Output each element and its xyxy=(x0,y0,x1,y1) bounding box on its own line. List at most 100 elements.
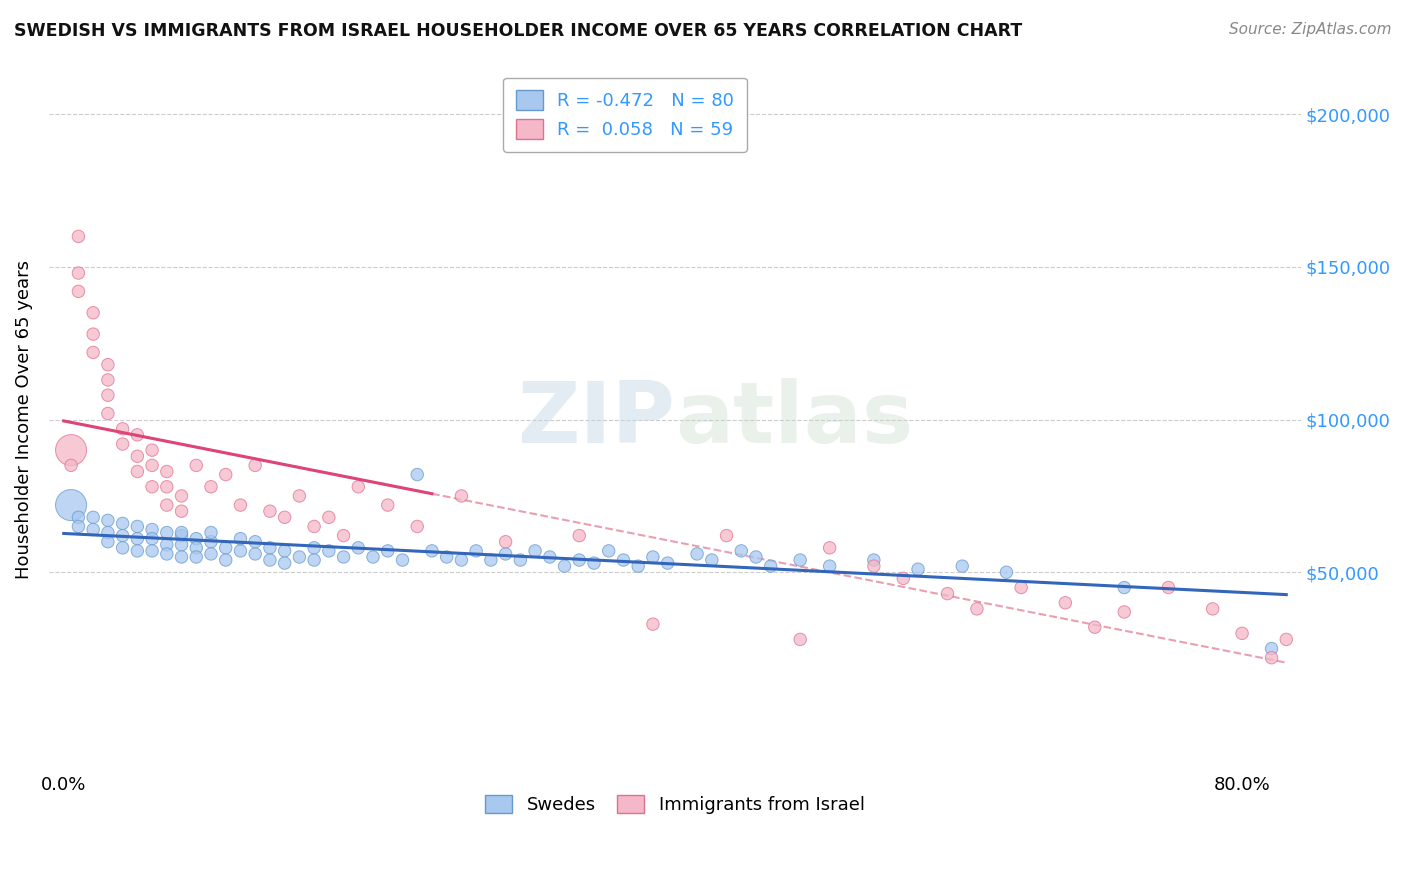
Point xyxy=(259,553,281,567)
Point xyxy=(141,544,163,558)
Point xyxy=(97,388,120,402)
Point xyxy=(332,528,354,542)
Point xyxy=(200,480,222,494)
Point xyxy=(97,534,120,549)
Point xyxy=(60,458,83,473)
Point xyxy=(245,547,267,561)
Point xyxy=(657,556,679,570)
Point xyxy=(391,553,413,567)
Point xyxy=(686,547,709,561)
Point xyxy=(156,465,179,479)
Point xyxy=(170,549,193,564)
Point xyxy=(156,538,179,552)
Point xyxy=(568,528,591,542)
Point xyxy=(509,553,531,567)
Point xyxy=(495,547,517,561)
Point xyxy=(1084,620,1107,634)
Point xyxy=(67,229,90,244)
Point xyxy=(67,510,90,524)
Point xyxy=(891,571,914,585)
Point xyxy=(554,559,576,574)
Point xyxy=(641,617,664,632)
Point xyxy=(1114,605,1136,619)
Point xyxy=(67,285,90,299)
Point xyxy=(82,510,104,524)
Point xyxy=(127,519,149,533)
Point xyxy=(111,516,134,531)
Point xyxy=(259,504,281,518)
Point xyxy=(273,544,295,558)
Point xyxy=(215,467,238,482)
Point xyxy=(97,525,120,540)
Point xyxy=(141,443,163,458)
Point xyxy=(127,532,149,546)
Point xyxy=(111,528,134,542)
Point xyxy=(966,602,988,616)
Point xyxy=(1054,596,1077,610)
Point xyxy=(716,528,738,542)
Point xyxy=(141,532,163,546)
Point xyxy=(273,556,295,570)
Point xyxy=(598,544,620,558)
Point xyxy=(156,547,179,561)
Point xyxy=(495,534,517,549)
Point xyxy=(436,549,458,564)
Point xyxy=(200,547,222,561)
Point xyxy=(524,544,547,558)
Point xyxy=(377,544,399,558)
Point xyxy=(245,458,267,473)
Point xyxy=(245,534,267,549)
Point xyxy=(273,510,295,524)
Point xyxy=(170,489,193,503)
Text: atlas: atlas xyxy=(675,378,914,461)
Point xyxy=(229,532,252,546)
Legend: Swedes, Immigrants from Israel: Swedes, Immigrants from Israel xyxy=(474,784,876,825)
Point xyxy=(259,541,281,555)
Point xyxy=(156,498,179,512)
Point xyxy=(127,465,149,479)
Point xyxy=(318,510,340,524)
Point xyxy=(186,541,208,555)
Point xyxy=(302,541,325,555)
Point xyxy=(1157,581,1180,595)
Point xyxy=(170,504,193,518)
Point xyxy=(318,544,340,558)
Point xyxy=(67,266,90,280)
Point xyxy=(700,553,723,567)
Point xyxy=(97,513,120,527)
Point xyxy=(82,345,104,359)
Point xyxy=(127,428,149,442)
Point xyxy=(347,480,370,494)
Point xyxy=(568,553,591,567)
Point xyxy=(332,549,354,564)
Point xyxy=(1275,632,1298,647)
Point xyxy=(111,437,134,451)
Point xyxy=(730,544,752,558)
Point xyxy=(789,553,811,567)
Point xyxy=(627,559,650,574)
Point xyxy=(1260,650,1282,665)
Point xyxy=(186,549,208,564)
Point xyxy=(156,525,179,540)
Point xyxy=(995,566,1018,580)
Point xyxy=(406,467,429,482)
Point xyxy=(582,556,605,570)
Point xyxy=(288,549,311,564)
Point xyxy=(361,549,384,564)
Point xyxy=(60,443,83,458)
Point xyxy=(127,544,149,558)
Point xyxy=(82,327,104,342)
Point xyxy=(612,553,634,567)
Point xyxy=(818,541,841,555)
Text: ZIP: ZIP xyxy=(517,378,675,461)
Point xyxy=(67,519,90,533)
Point xyxy=(420,544,443,558)
Point xyxy=(406,519,429,533)
Text: SWEDISH VS IMMIGRANTS FROM ISRAEL HOUSEHOLDER INCOME OVER 65 YEARS CORRELATION C: SWEDISH VS IMMIGRANTS FROM ISRAEL HOUSEH… xyxy=(14,22,1022,40)
Point xyxy=(170,528,193,542)
Point xyxy=(1114,581,1136,595)
Point xyxy=(141,458,163,473)
Point xyxy=(229,544,252,558)
Point xyxy=(111,541,134,555)
Point xyxy=(950,559,973,574)
